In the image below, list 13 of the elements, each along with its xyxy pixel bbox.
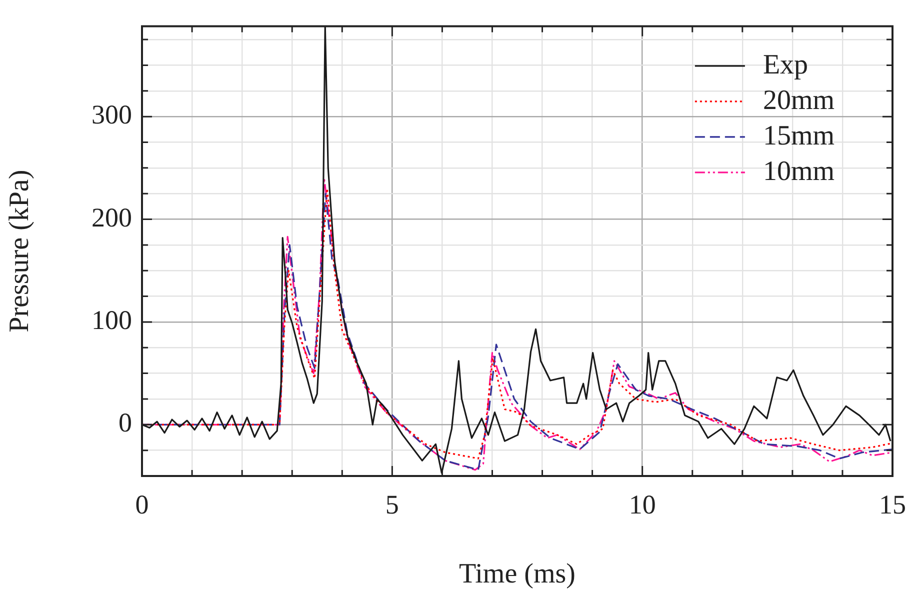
- legend-label: 10mm: [762, 156, 835, 187]
- y-tick-label: 200: [92, 202, 132, 232]
- x-tick-label: 5: [385, 489, 399, 520]
- y-tick-label: 0: [118, 408, 132, 438]
- legend-label: 15mm: [762, 120, 835, 152]
- legend-label: 20mm: [762, 84, 835, 116]
- y-axis-title: Pressure (kPa): [4, 170, 36, 332]
- legend-label: Exp: [762, 49, 808, 80]
- x-tick-label: 15: [879, 489, 906, 520]
- x-axis-title: Time (ms): [459, 558, 576, 590]
- y-tick-label: 100: [92, 305, 132, 336]
- y-tick-label: 300: [92, 100, 132, 130]
- x-tick-label: 10: [628, 489, 656, 520]
